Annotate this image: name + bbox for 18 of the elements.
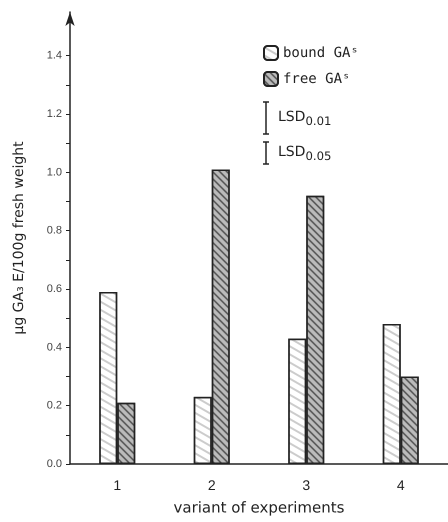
y-tick-label: 1.0 bbox=[46, 166, 62, 178]
y-tick-label: 0.6 bbox=[46, 283, 62, 296]
y-tick-label: 1.4 bbox=[46, 50, 62, 62]
x-tick-label: 1 bbox=[113, 477, 122, 493]
x-tick-label: 3 bbox=[302, 477, 310, 493]
y-tick-label: 0.8 bbox=[46, 224, 62, 237]
annotation: LSD$_{0.05}$ bbox=[278, 144, 332, 162]
legend-label: bound GAˢ bbox=[283, 45, 359, 61]
x-tick-label: 2 bbox=[208, 477, 216, 493]
x-axis-title: variant of experiments bbox=[174, 498, 345, 516]
y-axis-title: µg GA₃ E/100g fresh weight bbox=[11, 140, 27, 335]
y-tick-label: 1.2 bbox=[46, 108, 62, 120]
y-tick-label: 0.0 bbox=[46, 458, 62, 470]
legend-label: free GAˢ bbox=[283, 71, 350, 87]
annotation: LSD$_{0.01}$ bbox=[278, 108, 332, 128]
x-tick-label: 4 bbox=[396, 477, 405, 493]
y-tick-label: 0.4 bbox=[46, 341, 62, 354]
y-tick-label: 0.2 bbox=[46, 400, 62, 412]
